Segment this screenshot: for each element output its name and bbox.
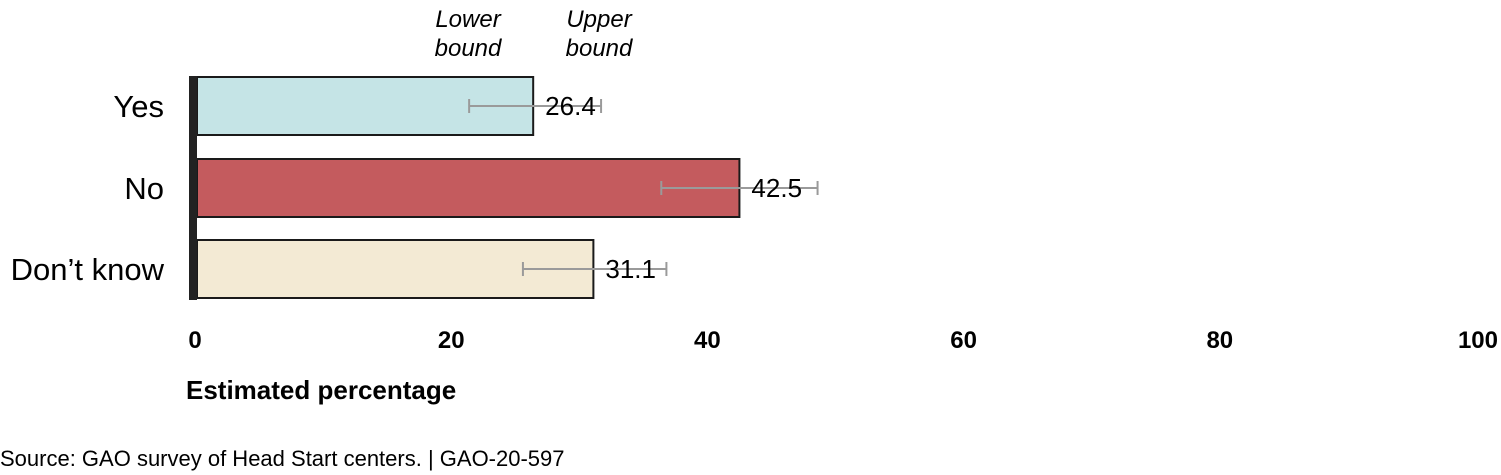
- legend-lower-line2: bound: [435, 35, 502, 62]
- x-tick-label-5: 100: [1458, 327, 1498, 354]
- x-tick-label-4: 80: [1206, 327, 1233, 354]
- error-bars-group: [468, 99, 819, 276]
- error-bar-2: [521, 262, 668, 276]
- x-tick-label-1: 20: [438, 327, 465, 354]
- x-tick-label-0: 0: [188, 327, 201, 354]
- value-label-1: 42.5: [751, 173, 802, 203]
- x-tick-label-2: 40: [694, 327, 721, 354]
- y-axis-line: [189, 76, 197, 300]
- source-note: Source: GAO survey of Head Start centers…: [0, 446, 565, 471]
- legend-lower-line1: Lower: [435, 6, 501, 33]
- bar-chart: Lower bound Upper bound 26.4 42.5 31.1 Yes…: [11, 6, 1498, 405]
- category-label-1: No: [124, 171, 164, 206]
- value-label-0: 26.4: [545, 91, 596, 121]
- error-bar-0: [468, 99, 603, 113]
- bar-1: [196, 158, 741, 218]
- value-label-2: 31.1: [605, 254, 656, 284]
- x-axis-label: Estimated percentage: [186, 375, 456, 405]
- category-label-0: Yes: [113, 89, 164, 124]
- legend-upper-line1: Upper: [566, 6, 632, 33]
- category-label-2: Don’t know: [11, 252, 165, 287]
- legend-upper-line2: bound: [566, 35, 633, 62]
- error-bar-1: [660, 181, 819, 195]
- category-labels-group: Yes No Don’t know: [11, 89, 165, 287]
- confidence-interval-legend: Lower bound Upper bound: [435, 6, 633, 62]
- x-tick-label-3: 60: [950, 327, 977, 354]
- value-labels-group: 26.4 42.5 31.1: [545, 91, 802, 284]
- x-tick-labels-group: 0 20 40 60 80 100: [188, 327, 1498, 354]
